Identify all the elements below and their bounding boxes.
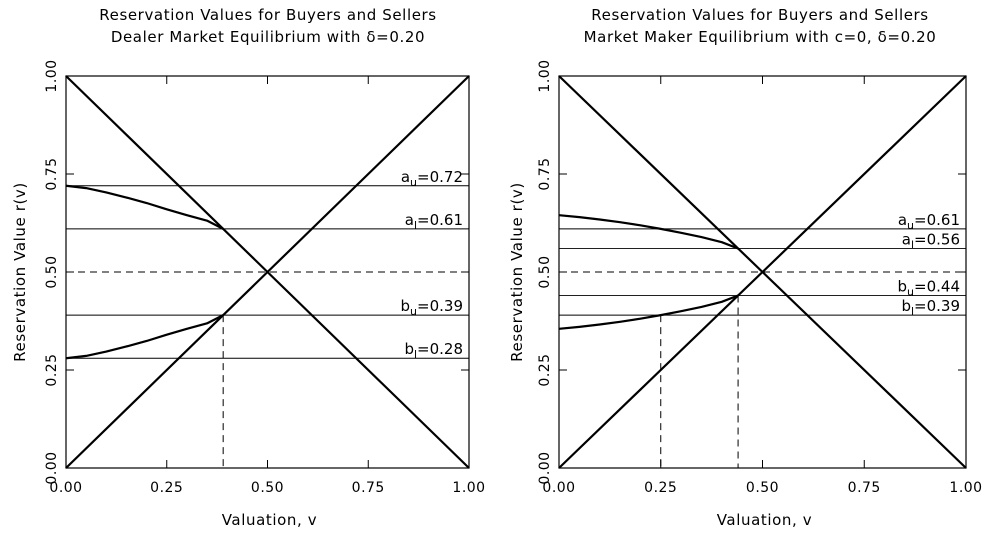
x-tick-label: 0.50 (746, 480, 779, 496)
chart-panel-1: Reservation Values for Buyers and Seller… (11, 6, 485, 529)
chart-panel-2: Reservation Values for Buyers and Seller… (508, 6, 982, 529)
y-tick-label: 0.50 (44, 255, 60, 288)
reference-label-a-l: al=0.61 (405, 211, 463, 232)
reference-label-b-u: bu=0.39 (401, 297, 463, 318)
reference-label-a-u: au=0.61 (898, 211, 960, 232)
x-tick-label: 1.00 (452, 480, 485, 496)
y-tick-label: 0.00 (44, 451, 60, 484)
reference-label-b-l: bl=0.39 (901, 297, 960, 318)
x-tick-label: 0.00 (49, 480, 82, 496)
chart-subtitle: Dealer Market Equilibrium with δ=0.20 (111, 28, 425, 46)
y-tick-label: 0.25 (537, 353, 553, 386)
x-tick-label: 0.75 (352, 480, 385, 496)
x-tick-label: 0.00 (542, 480, 575, 496)
series-line-2 (65, 75, 470, 469)
x-tick-label: 1.00 (949, 480, 982, 496)
x-tick-label: 0.25 (150, 480, 183, 496)
x-tick-label: 0.25 (644, 480, 677, 496)
y-tick-label: 1.00 (44, 59, 60, 92)
y-tick-label: 1.00 (537, 59, 553, 92)
y-axis-label: Reservation Value r(v) (11, 182, 29, 362)
x-axis-label: Valuation, v (717, 511, 813, 529)
x-tick-label: 0.75 (848, 480, 881, 496)
series-line-2 (558, 75, 967, 469)
reference-label-b-u: bu=0.44 (898, 278, 960, 299)
y-axis-label: Reservation Value r(v) (508, 182, 526, 362)
reference-label-a-l: al=0.56 (902, 230, 960, 251)
series-line-3 (558, 214, 739, 250)
reference-label-a-u: au=0.72 (401, 168, 463, 189)
y-tick-label: 0.50 (537, 255, 553, 288)
y-tick-label: 0.00 (537, 451, 553, 484)
chart-subtitle: Market Maker Equilibrium with c=0, δ=0.2… (584, 28, 937, 46)
x-tick-label: 0.50 (251, 480, 284, 496)
reference-label-b-l: bl=0.28 (404, 340, 463, 361)
series-line-4 (558, 294, 739, 330)
chart-title: Reservation Values for Buyers and Seller… (591, 6, 928, 24)
y-tick-label: 0.75 (44, 157, 60, 190)
series-line-4 (65, 314, 224, 360)
chart-title: Reservation Values for Buyers and Seller… (99, 6, 436, 24)
series-line-3 (65, 184, 224, 230)
y-tick-label: 0.25 (44, 353, 60, 386)
x-axis-label: Valuation, v (222, 511, 318, 529)
y-tick-label: 0.75 (537, 157, 553, 190)
